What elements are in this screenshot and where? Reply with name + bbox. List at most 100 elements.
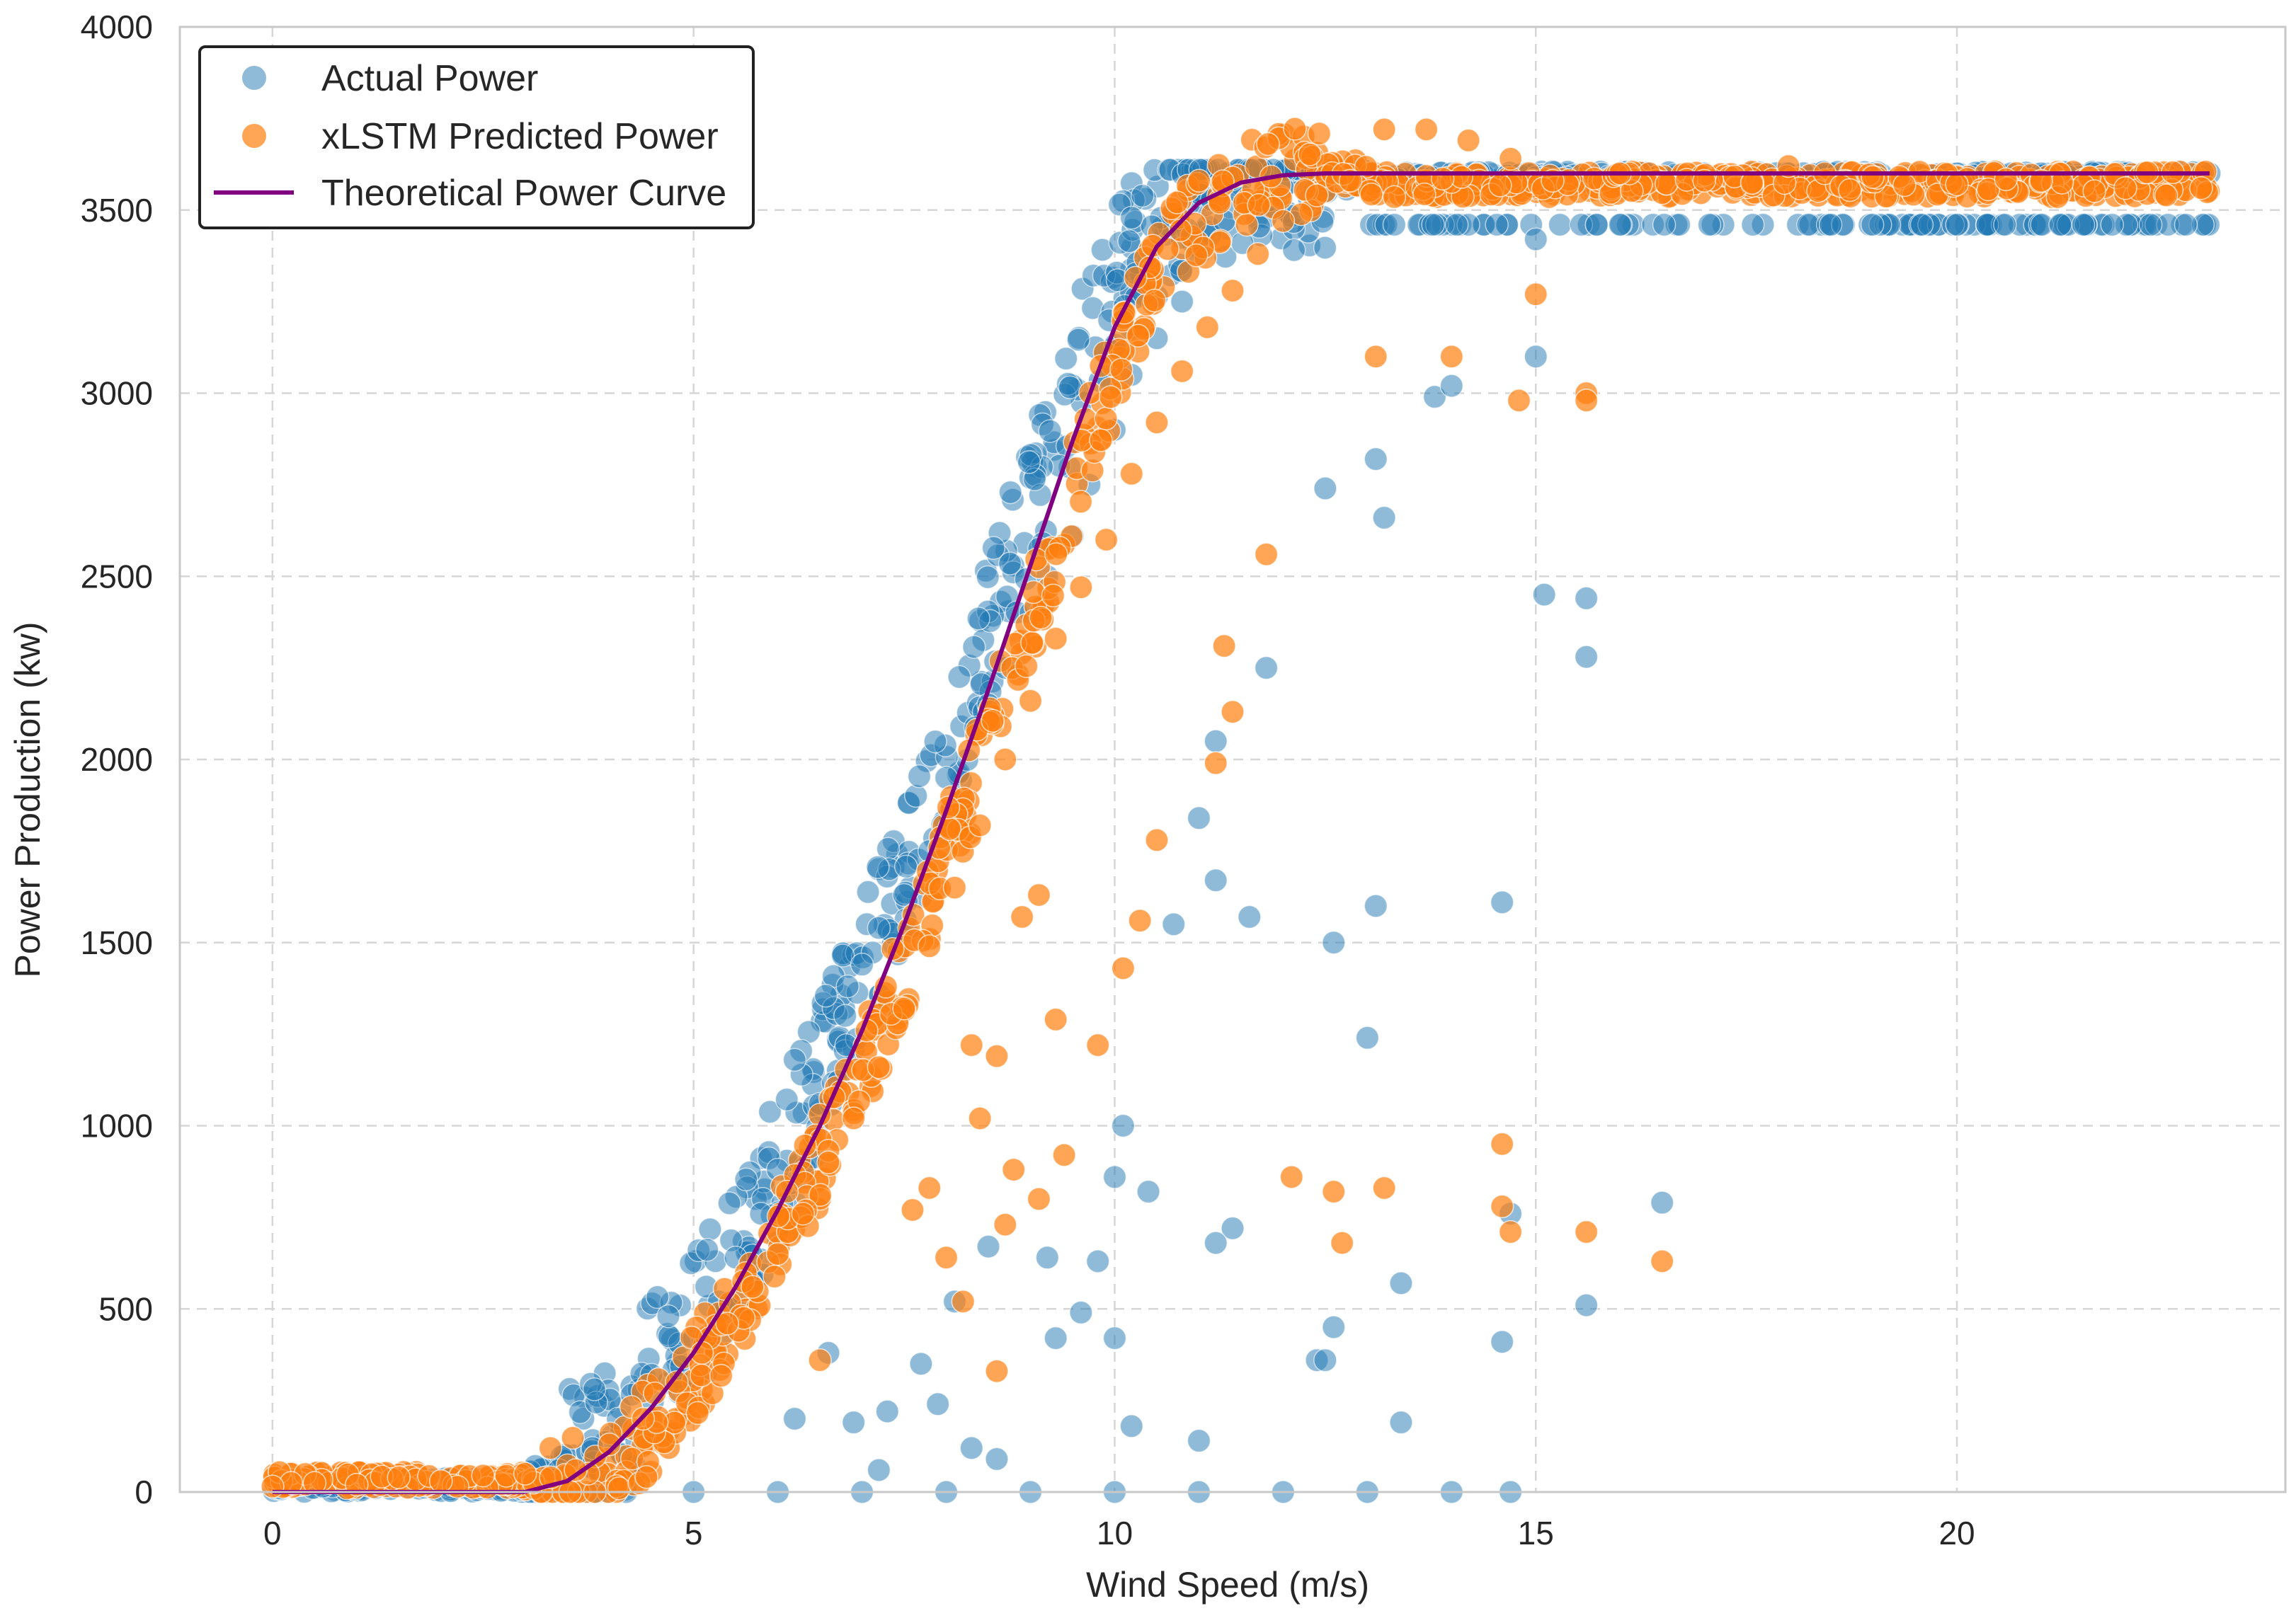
predicted-power-point [1256, 132, 1280, 156]
actual-power-point [833, 1004, 857, 1028]
predicted-power-point [1414, 117, 1439, 142]
predicted-power-point [1184, 243, 1209, 268]
predicted-power-point [1044, 626, 1068, 650]
actual-power-point [1945, 212, 1969, 237]
actual-power-point [961, 635, 986, 659]
predicted-power-point [1364, 345, 1388, 369]
actual-power-point [1740, 212, 1765, 237]
actual-power-point [904, 784, 928, 808]
actual-power-point [1818, 212, 1843, 237]
predicted-power-point [1068, 490, 1093, 514]
predicted-power-point [1044, 542, 1068, 566]
predicted-power-point [1235, 212, 1259, 237]
predicted-power-point [1187, 168, 1211, 193]
actual-power-point [1035, 1246, 1060, 1270]
actual-power-point [1066, 328, 1090, 352]
legend-curve-label: Theoretical Power Curve [321, 173, 726, 214]
predicted-power-point [985, 1044, 1009, 1068]
predicted-power-point [951, 1290, 976, 1314]
predicted-power-point [1044, 1007, 1068, 1032]
predicted-power-point [513, 1462, 537, 1486]
actual-power-point [1111, 1113, 1136, 1138]
predicted-power-point [1109, 357, 1133, 381]
plot-frame [178, 25, 2287, 1493]
predicted-power-point [1279, 1165, 1304, 1189]
actual-power-point [867, 1458, 891, 1482]
predicted-power-point [1145, 411, 1169, 435]
actual-power-point [1187, 1428, 1211, 1453]
predicted-power-point [1498, 1220, 1523, 1244]
actual-power-point [1204, 729, 1228, 753]
predicted-power-point [816, 1150, 840, 1174]
actual-power-point [976, 565, 1000, 590]
actual-power-point [1355, 1026, 1380, 1050]
predicted-power-point [1128, 908, 1152, 933]
predicted-power-point [1498, 147, 1523, 171]
predicted-power-point [715, 1312, 739, 1336]
predicted-power-point [597, 1432, 622, 1457]
actual-power-point [1313, 476, 1337, 500]
actual-power-point [717, 1191, 741, 1215]
predicted-power-point [564, 1458, 588, 1482]
predicted-power-point [1254, 542, 1279, 566]
predicted-power-point [1330, 1231, 1354, 1255]
actual-power-point [947, 665, 971, 689]
actual-power-point [981, 536, 1006, 560]
predicted-power-point [261, 1474, 285, 1498]
predicted-power-point [1322, 1179, 1346, 1204]
predicted-power-point [841, 1106, 866, 1130]
actual-power-point [1364, 894, 1388, 918]
predicted-power-point [2082, 179, 2106, 203]
predicted-power-point [1010, 905, 1034, 929]
y-tick-label: 500 [98, 1290, 153, 1327]
predicted-power-point [1027, 1187, 1051, 1211]
actual-power-point [1170, 289, 1194, 314]
actual-power-point [867, 916, 891, 940]
y-tick-label: 2500 [81, 558, 153, 595]
predicted-power-point [1976, 177, 2001, 202]
actual-power-point [907, 764, 932, 788]
actual-power-point [582, 1377, 607, 1401]
actual-power-point [1102, 1326, 1127, 1350]
predicted-power-point [1945, 172, 1969, 197]
predicted-power-point [1052, 1143, 1076, 1167]
actual-power-point [734, 1167, 758, 1192]
y-tick-label: 4000 [81, 8, 153, 45]
legend-actual-marker [242, 66, 266, 90]
actual-power-point [841, 1410, 866, 1435]
predicted-power-point [665, 1370, 689, 1394]
actual-power-point [1993, 212, 2017, 237]
actual-power-point [1524, 345, 1548, 369]
actual-power-point [758, 1100, 782, 1124]
actual-power-point [1574, 645, 1599, 669]
actual-power-point [985, 1447, 1009, 1471]
actual-power-point [1117, 229, 1141, 253]
predicted-power-point [1221, 699, 1245, 724]
predicted-power-point [1094, 406, 1118, 431]
predicted-power-point [1069, 575, 1093, 599]
actual-power-point [1608, 212, 1632, 237]
predicted-power-point [1027, 883, 1051, 907]
predicted-power-point [981, 708, 1005, 733]
actual-power-point [923, 729, 947, 754]
actual-power-point [1313, 236, 1337, 260]
actual-power-point [1281, 238, 1306, 263]
actual-power-point [856, 880, 880, 905]
actual-power-point [1548, 212, 1572, 237]
actual-power-point [1221, 1216, 1245, 1241]
predicted-power-point [765, 1241, 790, 1266]
predicted-power-point [538, 1436, 563, 1460]
actual-power-point [657, 1324, 682, 1348]
actual-power-point [1322, 1315, 1346, 1339]
actual-power-point [835, 974, 859, 999]
predicted-power-point [685, 1401, 710, 1425]
predicted-power-point [1382, 185, 1407, 210]
predicted-power-point [1574, 389, 1599, 413]
actual-power-point [1313, 1348, 1337, 1372]
predicted-power-point [1245, 242, 1270, 266]
predicted-power-point [1119, 461, 1143, 486]
predicted-power-point [1094, 527, 1119, 552]
actual-power-point [866, 855, 890, 879]
predicted-power-point [1247, 193, 1271, 217]
actual-power-point [1136, 1179, 1160, 1204]
